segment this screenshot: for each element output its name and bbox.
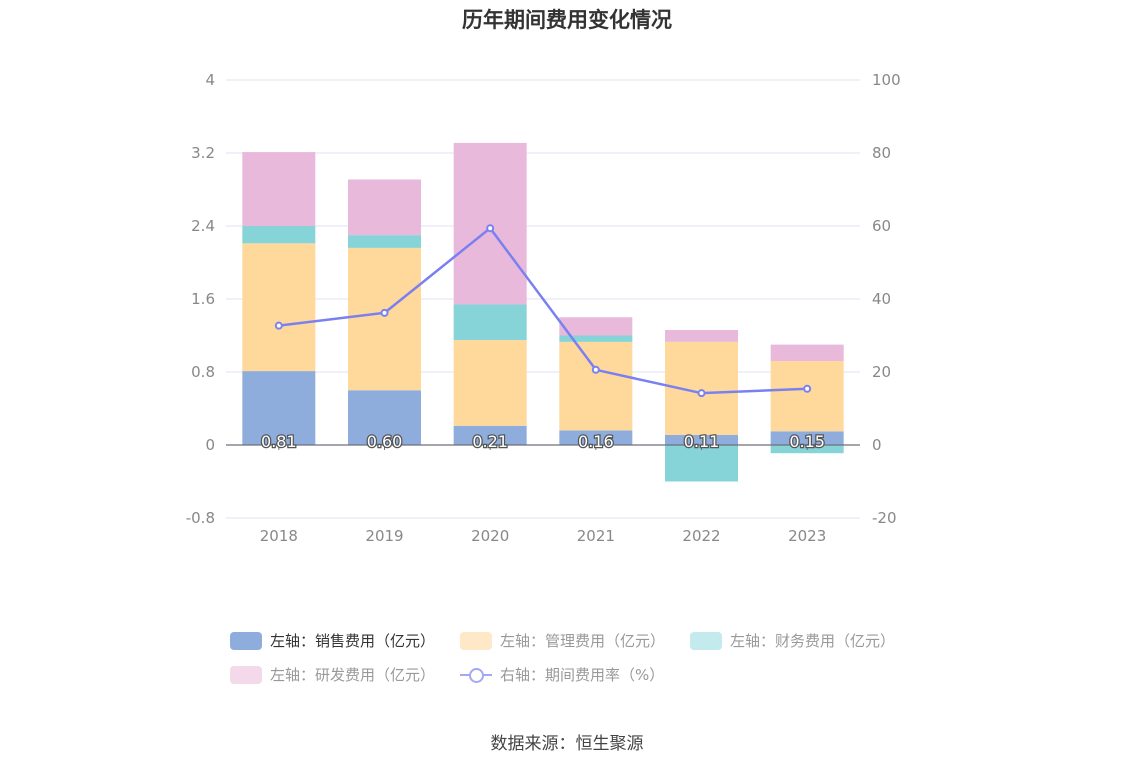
rate-point-2022 [697, 389, 706, 398]
bar-segment-3-2019 [348, 179, 421, 236]
bar-segment-0-2021 [559, 430, 633, 445]
bar-segment-0-2018 [242, 371, 316, 445]
right-tick-label: 60 [872, 217, 891, 235]
sales-data-label-2019: 0.60 [367, 432, 403, 451]
left-tick-label: -0.8 [186, 509, 215, 527]
legend-label-admin: 左轴：管理费用（亿元） [500, 632, 666, 650]
x-tick-label: 2023 [788, 527, 826, 545]
x-tick-label: 2020 [471, 527, 509, 545]
legend-label-sales: 左轴：销售费用（亿元） [270, 632, 436, 650]
bar-segment-0-2023 [770, 431, 844, 445]
right-tick-label: 0 [872, 436, 882, 454]
left-axis: 4 3.2 2.4 1.6 0.8 0 -0.8 [186, 71, 215, 527]
legend-swatch-rate [460, 666, 492, 684]
legend-swatch-admin [460, 631, 492, 650]
bar-segment-2-2021 [559, 335, 633, 342]
bar-segment-1-2018 [242, 243, 316, 372]
left-tick-label: 0 [205, 436, 215, 454]
data-source: 数据来源：恒生聚源 [490, 734, 644, 754]
left-tick-label: 2.4 [191, 217, 215, 235]
legend-item-sales[interactable]: 左轴：销售费用（亿元） [230, 630, 435, 651]
rate-polyline [278, 226, 808, 395]
rate-point-2020 [486, 224, 495, 233]
bar-segment-0-2022 [665, 434, 738, 445]
bar-segment-0-2020 [453, 425, 527, 445]
right-axis: 100 80 60 40 20 0 -20 [872, 71, 901, 527]
x-axis: 2018 2019 2020 2021 2022 2023 [260, 527, 827, 545]
bar-segment-1-2023 [770, 361, 844, 432]
bar-segment-3-2020 [453, 142, 527, 305]
bar-segment-2-2018 [242, 226, 316, 244]
x-tick-label: 2022 [682, 527, 720, 545]
legend-item-admin[interactable]: 左轴：管理费用（亿元） [460, 630, 665, 651]
bar-segment-2-2019 [348, 235, 421, 248]
right-tick-label: 20 [872, 363, 891, 381]
rate-point-2021 [591, 365, 600, 374]
bar-segment-2-2020 [453, 304, 527, 341]
left-tick-label: 0.8 [191, 363, 215, 381]
x-tick-label: 2021 [577, 527, 615, 545]
rate-line [274, 224, 812, 398]
sales-data-label-2022: 0.11 [684, 432, 720, 451]
legend-item-rate[interactable]: 右轴：期间费用率（%） [460, 664, 664, 685]
left-tick-label: 4 [205, 71, 215, 89]
legend-swatch-rd [230, 665, 262, 684]
bar-segment-3-2023 [770, 344, 844, 362]
data-labels: 0.81 0.60 0.21 0.16 0.11 0.15 [260, 431, 826, 453]
sales-data-label-2020: 0.21 [472, 432, 508, 451]
zero-axis [226, 444, 860, 450]
right-tick-label: 40 [872, 290, 891, 308]
bar-segment-2-2022 [665, 445, 738, 482]
x-tick-label: 2019 [365, 527, 403, 545]
sales-data-label-2018: 0.81 [261, 432, 297, 451]
x-tick-label: 2018 [260, 527, 298, 545]
legend-label-finance: 左轴：财务费用（亿元） [730, 632, 896, 650]
bar-segment-3-2018 [242, 152, 316, 226]
chart-title: 历年期间费用变化情况 [462, 8, 672, 32]
bars [242, 142, 844, 482]
right-tick-label: -20 [872, 509, 897, 527]
bar-segment-1-2019 [348, 247, 421, 391]
rate-point-2019 [380, 308, 389, 317]
bar-segment-3-2022 [665, 330, 738, 342]
left-tick-label: 1.6 [191, 290, 215, 308]
bar-segment-1-2021 [559, 341, 633, 431]
rate-point-2023 [803, 384, 812, 393]
legend-swatch-sales [230, 631, 262, 650]
legend-item-finance[interactable]: 左轴：财务费用（亿元） [690, 630, 895, 651]
sales-data-label-2023: 0.15 [789, 432, 825, 451]
bar-segment-0-2019 [348, 390, 421, 445]
legend-label-rate: 右轴：期间费用率（%） [500, 666, 665, 684]
legend-label-rd: 左轴：研发费用（亿元） [270, 666, 436, 684]
left-tick-label: 3.2 [191, 144, 215, 162]
right-tick-label: 80 [872, 144, 891, 162]
rate-point-2018 [274, 321, 283, 330]
right-tick-label: 100 [872, 71, 901, 89]
sales-data-label-2021: 0.16 [578, 432, 614, 451]
legend-swatch-finance [690, 631, 722, 650]
legend-item-rd[interactable]: 左轴：研发费用（亿元） [230, 664, 435, 685]
bar-segment-3-2021 [559, 317, 633, 336]
bar-segment-1-2020 [453, 340, 527, 426]
